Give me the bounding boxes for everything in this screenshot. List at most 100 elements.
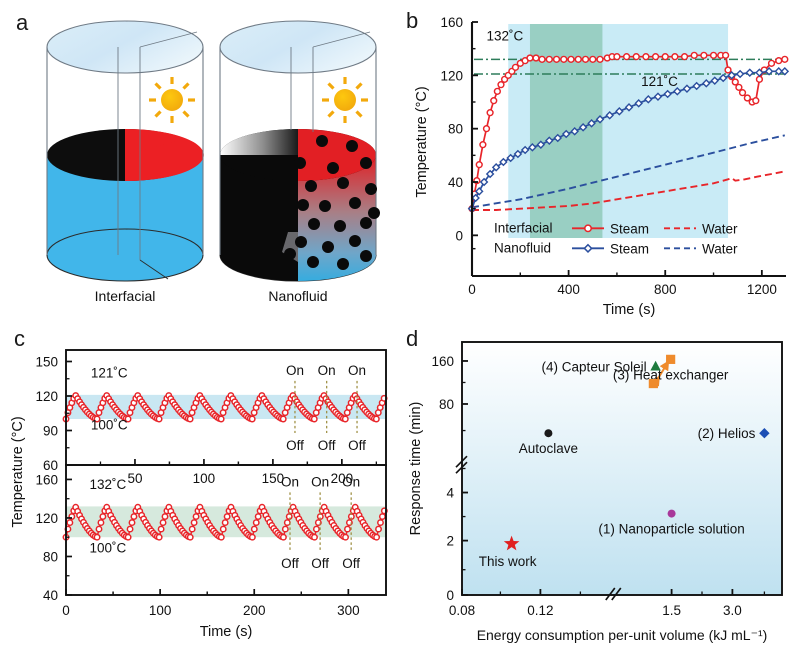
data-marker bbox=[513, 149, 523, 159]
data-marker bbox=[482, 125, 491, 133]
y-tick-label: 160 bbox=[440, 15, 463, 30]
data-marker bbox=[710, 76, 720, 85]
data-marker bbox=[567, 55, 575, 63]
data-marker bbox=[682, 84, 692, 93]
data-marker bbox=[651, 53, 660, 61]
y-tick-label: 40 bbox=[448, 175, 463, 190]
data-marker bbox=[613, 53, 621, 61]
data-marker bbox=[532, 54, 540, 62]
switch-off-label: Off bbox=[318, 438, 336, 453]
x-tick-label: 50 bbox=[127, 471, 142, 486]
data-marker bbox=[66, 519, 74, 527]
data-marker bbox=[93, 533, 101, 541]
data-marker bbox=[680, 53, 689, 61]
data-marker bbox=[157, 525, 165, 533]
data-marker bbox=[661, 53, 669, 61]
x-tick-label: 300 bbox=[337, 603, 360, 618]
switch-off-label: Off bbox=[342, 556, 360, 571]
data-marker bbox=[475, 161, 483, 169]
data-marker bbox=[644, 95, 653, 104]
data-point-4-capteur-soleil: (4) Capteur Soleil bbox=[542, 359, 661, 374]
data-marker bbox=[700, 51, 708, 59]
data-marker bbox=[254, 513, 262, 521]
subplot-interfacial-cycling: On Off On Off On Off 132˚C 100˚C 40 80 120 160 0 100 2… bbox=[35, 464, 388, 618]
sun-icon bbox=[149, 77, 195, 123]
data-marker bbox=[755, 75, 764, 83]
data-marker bbox=[186, 415, 194, 423]
panel-c-chart: c On Off On Off On Off 121˚C 100˚C 60 90 120 150 50 1… bbox=[0, 320, 400, 647]
legend-label-water: Water bbox=[702, 221, 738, 236]
series-nanofluid-water bbox=[471, 134, 786, 209]
data-marker bbox=[471, 193, 480, 203]
x-tick-label: 400 bbox=[557, 282, 580, 297]
data-marker bbox=[536, 140, 546, 149]
data-marker bbox=[702, 79, 711, 88]
x-tick-label: 100 bbox=[193, 471, 216, 486]
data-marker bbox=[560, 55, 568, 63]
data-marker bbox=[545, 136, 554, 145]
data-marker bbox=[378, 513, 386, 521]
data-marker bbox=[781, 55, 789, 63]
data-marker bbox=[735, 83, 743, 91]
data-marker bbox=[283, 519, 291, 527]
panel-d-svg: 0 2 4 80 160 0.08 0.12 1.5 3.0 This work Autoclave… bbox=[408, 341, 783, 643]
data-marker bbox=[775, 57, 783, 65]
x-tick-label: 150 bbox=[262, 471, 285, 486]
y-tick-label: 80 bbox=[448, 122, 463, 137]
x-tick-label: 1.5 bbox=[662, 603, 681, 618]
x-tick-label: 800 bbox=[654, 282, 677, 297]
switch-on-label: On bbox=[311, 474, 329, 489]
data-marker bbox=[252, 519, 260, 527]
data-marker bbox=[752, 97, 760, 105]
point-label: (1) Nanoparticle solution bbox=[598, 522, 744, 537]
point-label: (2) Helios bbox=[698, 426, 756, 441]
panel-b-svg: 0 40 80 120 160 0 400 800 1200 Time (s) Temperatur… bbox=[414, 15, 790, 318]
data-marker bbox=[624, 103, 634, 112]
data-marker bbox=[595, 115, 605, 124]
data-marker bbox=[671, 53, 679, 61]
y-axis-title: Temperature (°C) bbox=[414, 86, 430, 197]
y-tick-label: 2 bbox=[446, 534, 454, 549]
data-marker bbox=[755, 68, 764, 77]
point-label: This work bbox=[479, 554, 537, 569]
data-marker bbox=[124, 415, 132, 423]
cylinder-nanofluid bbox=[219, 20, 380, 282]
data-marker bbox=[342, 533, 349, 541]
legend-row-label: Interfacial bbox=[494, 220, 553, 235]
point-label: (3) Heat exchanger bbox=[613, 367, 729, 382]
data-marker bbox=[724, 66, 732, 74]
data-marker bbox=[545, 55, 553, 63]
y-axis-title: Temperature (°C) bbox=[10, 416, 26, 527]
y-tick-label: 90 bbox=[43, 424, 58, 439]
x-axis-title: Time (s) bbox=[603, 302, 656, 318]
marker-circle bbox=[544, 429, 553, 438]
panel-d-plot: 0 2 4 80 160 0.08 0.12 1.5 3.0 This work Autoclave… bbox=[408, 341, 783, 643]
data-marker bbox=[709, 51, 718, 59]
data-marker bbox=[130, 513, 138, 521]
data-point-2-helios: (2) Helios bbox=[698, 426, 770, 441]
data-marker bbox=[250, 525, 258, 533]
y-tick-label: 0 bbox=[455, 228, 463, 243]
annotation: 121˚C bbox=[641, 74, 678, 89]
marker-star bbox=[503, 535, 520, 551]
y-tick-label: 0 bbox=[446, 588, 454, 603]
data-marker bbox=[764, 67, 774, 76]
y-tick-label: 160 bbox=[431, 354, 454, 369]
panel-a-svg bbox=[46, 20, 380, 282]
data-marker bbox=[605, 111, 614, 120]
y-tick-label: 80 bbox=[43, 549, 58, 564]
x-tick-label: 100 bbox=[149, 603, 172, 618]
data-marker bbox=[634, 99, 643, 108]
y-tick-label: 120 bbox=[35, 389, 58, 404]
data-marker bbox=[312, 525, 320, 533]
cylinder-label-nanofluid: Nanofluid bbox=[268, 288, 328, 304]
plot-frame bbox=[65, 464, 387, 596]
data-marker bbox=[561, 129, 571, 139]
data-marker bbox=[553, 133, 563, 143]
data-marker bbox=[221, 519, 229, 527]
y-tick-label: 40 bbox=[43, 588, 58, 603]
data-marker bbox=[727, 71, 736, 80]
sun-icon bbox=[322, 77, 368, 123]
marker-circle bbox=[667, 509, 676, 518]
data-marker bbox=[622, 53, 631, 61]
